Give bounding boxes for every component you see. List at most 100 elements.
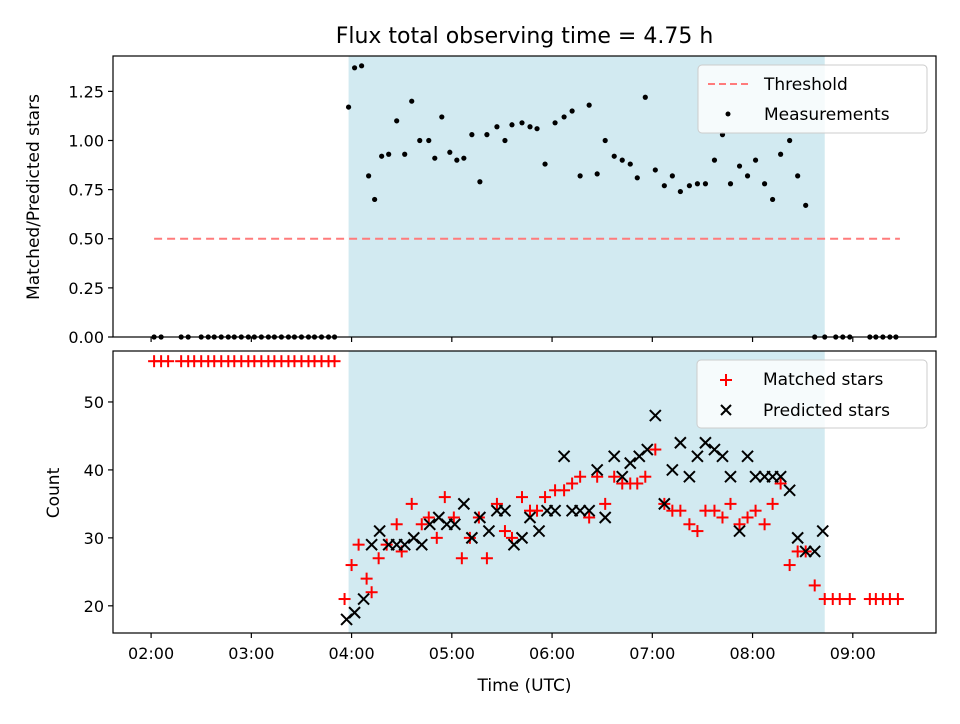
measurement-point	[669, 173, 675, 179]
predicted-star-point	[557, 450, 571, 463]
measurement-point	[694, 181, 701, 187]
x-tick-label: 06:00	[529, 644, 575, 663]
matched-star-point	[758, 518, 771, 531]
predicted-star-point	[724, 470, 737, 483]
matched-star-point	[415, 518, 428, 531]
y-tick-label: 40	[84, 461, 104, 480]
measurement-point	[652, 167, 658, 173]
measurement-point	[561, 114, 567, 120]
measurement-point	[686, 183, 693, 189]
predicted-star-point	[624, 456, 637, 470]
measurement-point	[569, 108, 575, 114]
x-axis-label: Time (UTC)	[477, 676, 572, 696]
matched-star-point	[365, 586, 378, 599]
legend-predicted-swatch	[720, 404, 732, 416]
matched-star-point	[515, 491, 528, 504]
matched-star-point	[566, 477, 579, 490]
y-tick-label: 1.00	[68, 131, 104, 150]
measurement-point	[752, 157, 759, 163]
predicted-star-point	[649, 409, 662, 422]
matched-star-point	[447, 511, 460, 524]
x-tick-label: 08:00	[729, 644, 775, 663]
matched-star-point	[591, 470, 604, 483]
y-tick-label: 0.50	[68, 230, 104, 249]
predicted-star-point	[415, 538, 428, 551]
top-y-axis-label: Matched/Predicted stars	[24, 94, 44, 300]
matched-star-point	[360, 572, 373, 585]
matched-star-point	[741, 511, 754, 524]
x-tick-label: 09:00	[830, 644, 876, 663]
measurement-point	[787, 137, 793, 144]
legend-measurements-swatch	[725, 111, 731, 117]
predicted-star-point	[641, 443, 654, 456]
predicted-star-point	[799, 545, 812, 558]
measurement-point	[795, 173, 801, 179]
predicted-star-point	[498, 504, 512, 517]
measurement-point	[409, 98, 415, 104]
bottom-legend: Matched stars Predicted stars	[696, 359, 928, 429]
x-tick-label: 04:00	[329, 644, 375, 663]
matched-star-point	[599, 497, 612, 510]
measurement-point	[439, 114, 445, 120]
matched-star-point	[531, 504, 544, 517]
predicted-star-point	[598, 511, 612, 524]
y-tick-label: 30	[84, 529, 104, 548]
measurement-point	[386, 151, 392, 157]
measurement-point	[527, 124, 533, 130]
matched-star-point	[380, 538, 393, 551]
predicted-star-point	[733, 524, 746, 538]
matched-star-point	[774, 477, 787, 490]
measurement-point	[627, 161, 633, 167]
measurement-point	[477, 179, 483, 185]
top-y-ticks: 0.00 0.25 0.50 0.75 1.00 1.25	[68, 82, 113, 347]
y-tick-label: 0.25	[68, 279, 104, 298]
matched-star-point	[430, 531, 443, 544]
matched-star-point	[891, 593, 904, 606]
predicted-star-point	[373, 524, 386, 538]
top-x-ticks	[150, 337, 854, 342]
measurement-point	[394, 118, 400, 124]
matched-star-point	[558, 484, 571, 497]
measurement-point	[402, 151, 408, 157]
matched-star-point	[843, 593, 856, 606]
predicted-star-point	[774, 470, 787, 483]
predicted-star-point	[482, 524, 496, 538]
measurement-point	[484, 132, 490, 138]
measurement-point	[359, 63, 365, 69]
measurement-point	[461, 155, 467, 161]
matched-star-point	[783, 559, 796, 572]
measurement-point	[351, 65, 358, 71]
measurement-point	[502, 137, 508, 144]
measurement-point	[417, 137, 423, 144]
matched-star-point	[455, 552, 468, 565]
matched-star-point	[574, 470, 587, 483]
measurement-point	[372, 196, 378, 203]
matched-star-point	[372, 552, 385, 565]
measurement-point	[594, 171, 600, 177]
x-tick-label: 05:00	[429, 644, 475, 663]
predicted-star-point	[473, 511, 487, 524]
measurement-point	[366, 173, 372, 179]
measurement-point	[426, 137, 432, 144]
measurement-point	[711, 157, 718, 163]
predicted-star-point	[616, 470, 629, 483]
matched-star-point	[766, 497, 779, 510]
predicted-star-point	[457, 497, 471, 511]
matched-star-point	[490, 497, 503, 510]
measurement-point	[534, 126, 540, 132]
predicted-star-point	[716, 450, 729, 463]
predicted-star-point	[365, 538, 378, 551]
measurement-point	[803, 202, 809, 208]
measurement-point	[642, 94, 648, 100]
bottom-axes-frame	[112, 350, 937, 634]
measurement-point	[379, 153, 385, 159]
matched-star-point	[649, 443, 662, 456]
y-tick-label: 50	[84, 393, 104, 412]
predicted-star-point	[423, 518, 436, 531]
matched-star-point	[833, 593, 846, 606]
predicted-star-point	[749, 470, 762, 483]
predicted-star-point	[608, 450, 621, 463]
predicted-star-point	[357, 592, 370, 606]
